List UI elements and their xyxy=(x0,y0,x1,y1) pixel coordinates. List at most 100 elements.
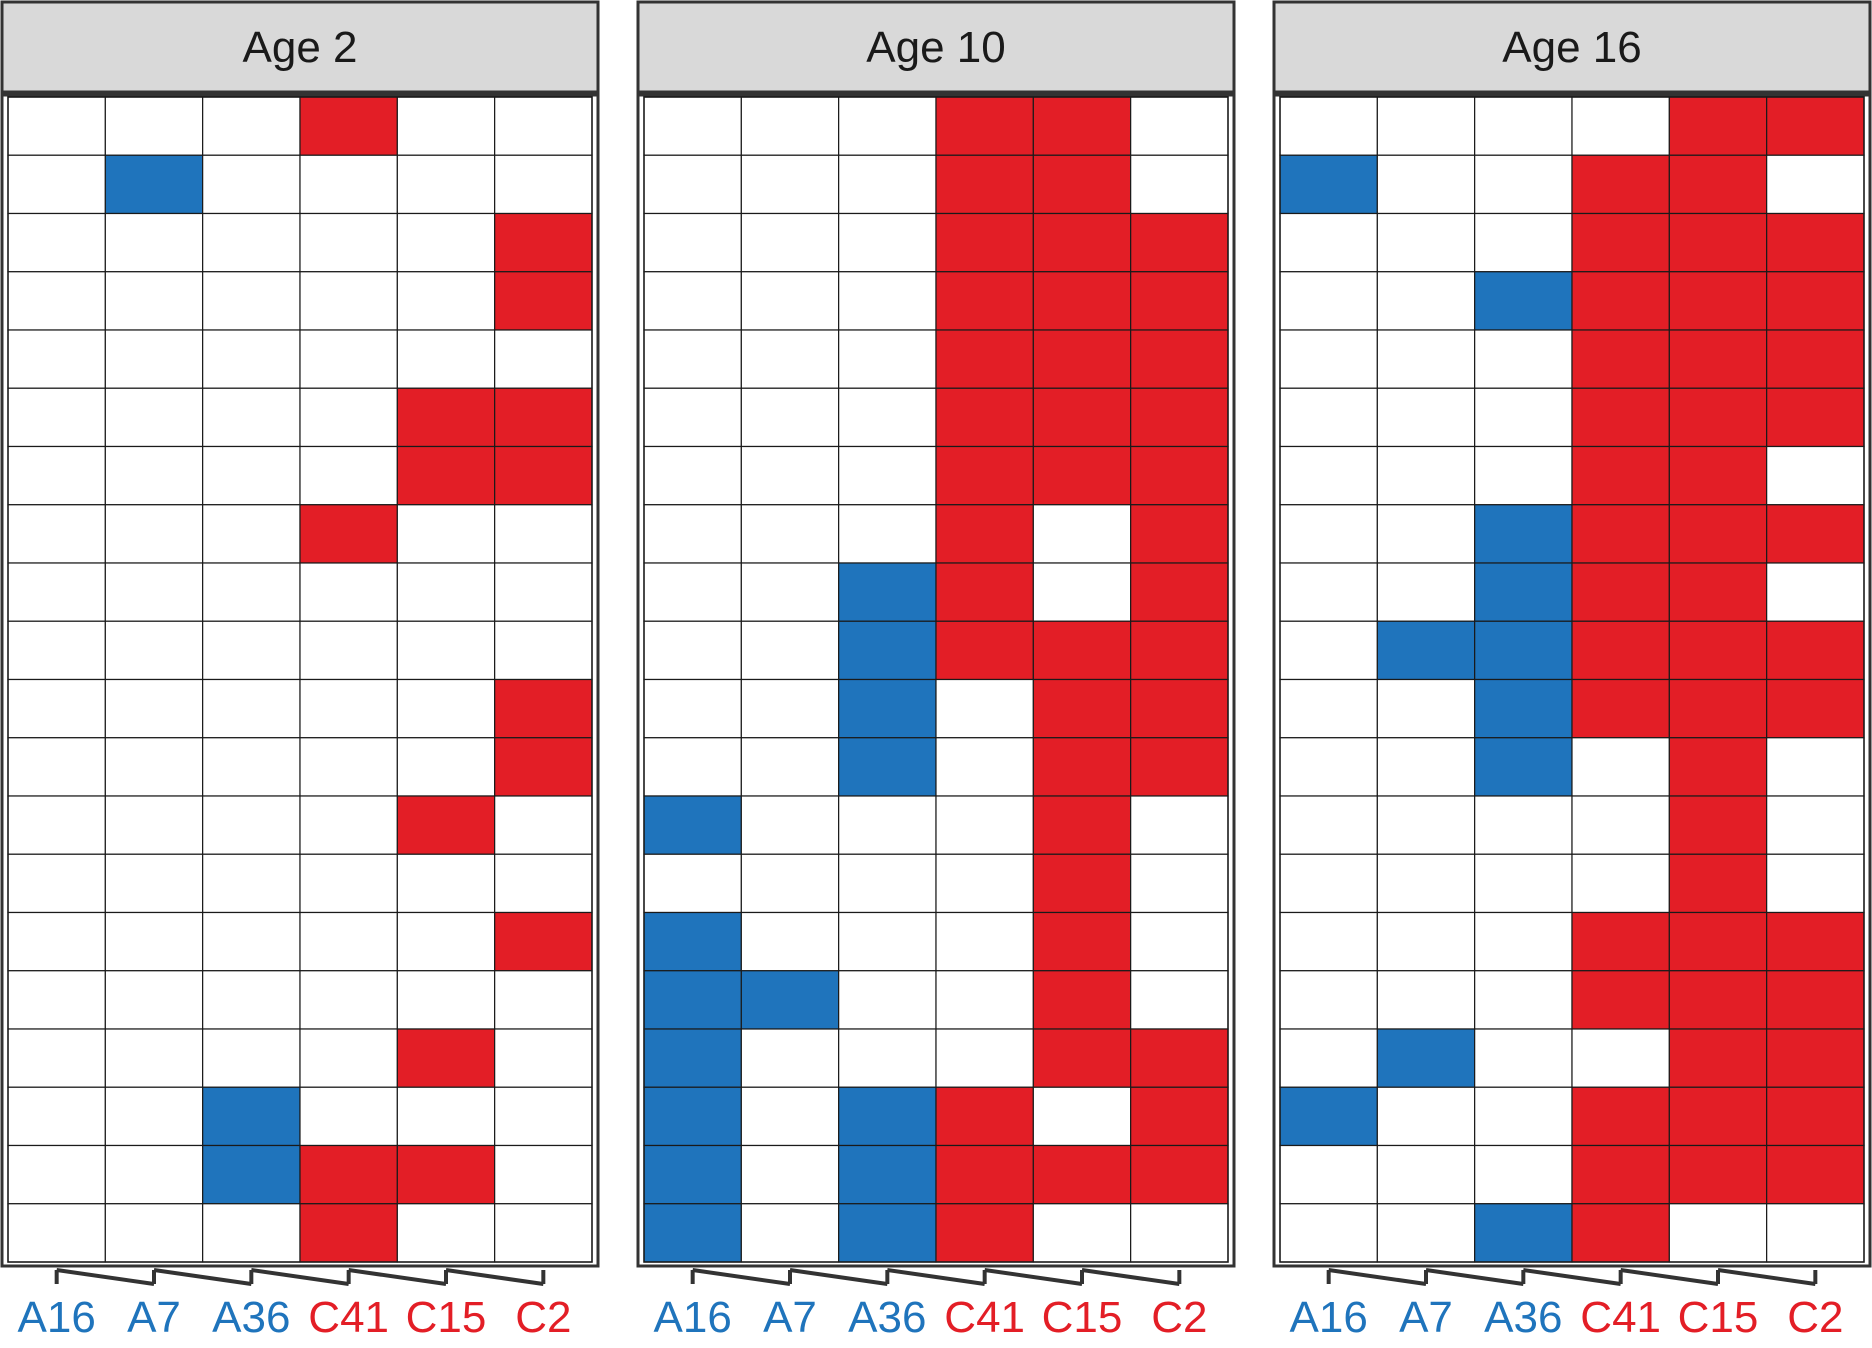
heatmap-cell xyxy=(396,212,496,273)
heatmap-cell xyxy=(838,1203,937,1263)
heatmap-cell xyxy=(1032,212,1132,273)
heatmap-cell xyxy=(1279,620,1378,681)
tick-connector xyxy=(1081,1268,1180,1286)
panel-strip xyxy=(0,0,600,94)
heatmap-cell xyxy=(299,329,398,389)
heatmap-cell xyxy=(7,387,106,448)
heatmap-cell xyxy=(396,620,496,681)
heatmap-cell xyxy=(740,970,840,1030)
heatmap-cell xyxy=(1474,1144,1573,1205)
heatmap-cell xyxy=(1766,1028,1865,1088)
heatmap-cell xyxy=(202,1203,301,1263)
heatmap-cell xyxy=(740,504,840,564)
heatmap-cell xyxy=(104,678,204,739)
heatmap-cell xyxy=(1279,445,1378,506)
heatmap-cell xyxy=(104,562,204,622)
heatmap-cell xyxy=(1668,387,1768,448)
heatmap-cell xyxy=(1766,504,1865,564)
tick-label-a36: A36 xyxy=(848,1293,926,1342)
heatmap-cell xyxy=(7,562,106,622)
heatmap-cell xyxy=(1376,795,1476,855)
heatmap-cell xyxy=(935,387,1034,448)
heatmap-cell xyxy=(643,96,742,156)
heatmap-cell xyxy=(7,1086,106,1147)
heatmap-cell xyxy=(643,1203,742,1263)
heatmap-cell xyxy=(1130,271,1229,331)
heatmap-cell xyxy=(1571,1086,1670,1147)
heatmap-cell xyxy=(740,387,840,448)
heatmap-cell xyxy=(1571,1203,1670,1263)
heatmap-cell xyxy=(1130,1028,1229,1088)
heatmap-cell xyxy=(104,212,204,273)
heatmap-cell xyxy=(643,678,742,739)
heatmap-cell xyxy=(104,1028,204,1088)
heatmap-cell xyxy=(396,737,496,797)
heatmap-cell xyxy=(935,1028,1034,1088)
heatmap-cell xyxy=(1668,1203,1768,1263)
heatmap-cell xyxy=(838,504,937,564)
heatmap-cell xyxy=(838,329,937,389)
heatmap-cell xyxy=(1668,795,1768,855)
heatmap-cell xyxy=(1032,562,1132,622)
heatmap-cell xyxy=(1474,911,1573,972)
heatmap-cell xyxy=(1571,445,1670,506)
heatmap-cell xyxy=(838,620,937,681)
heatmap-cell xyxy=(838,1028,937,1088)
heatmap-cell xyxy=(1766,212,1865,273)
heatmap-cell xyxy=(643,737,742,797)
heatmap-cell xyxy=(104,795,204,855)
heatmap-cell xyxy=(1279,96,1378,156)
tick-label-c15: C15 xyxy=(1042,1293,1123,1342)
tick-label-c2: C2 xyxy=(1787,1293,1843,1342)
heatmap-cell xyxy=(1766,1203,1865,1263)
heatmap-cell xyxy=(1130,212,1229,273)
heatmap-cell xyxy=(1279,853,1378,914)
heatmap-cell xyxy=(299,1086,398,1147)
heatmap-cell xyxy=(202,853,301,914)
heatmap-cell xyxy=(935,620,1034,681)
tick-connector xyxy=(56,1268,155,1286)
heatmap-cell xyxy=(1474,154,1573,215)
heatmap-cell xyxy=(1474,504,1573,564)
heatmap-cell xyxy=(1668,504,1768,564)
heatmap-cell xyxy=(740,911,840,972)
heatmap-cell xyxy=(494,678,593,739)
heatmap-cell xyxy=(1376,1086,1476,1147)
heatmap-cell xyxy=(1032,970,1132,1030)
heatmap-cell xyxy=(202,212,301,273)
heatmap-cell xyxy=(1032,1144,1132,1205)
heatmap-cell xyxy=(1032,271,1132,331)
heatmap-cell xyxy=(7,445,106,506)
panel-strip xyxy=(1272,0,1872,94)
heatmap-cell xyxy=(494,1086,593,1147)
heatmap-cell xyxy=(1279,1028,1378,1088)
heatmap-cell xyxy=(202,911,301,972)
heatmap-cell xyxy=(1032,853,1132,914)
heatmap-cell xyxy=(202,96,301,156)
heatmap-cell xyxy=(643,1144,742,1205)
grid-border xyxy=(1279,96,1865,1263)
tick-connector xyxy=(887,1268,985,1286)
heatmap-cell xyxy=(202,620,301,681)
heatmap-cell xyxy=(1571,329,1670,389)
heatmap-cell xyxy=(1668,1028,1768,1088)
heatmap-cell xyxy=(1279,329,1378,389)
heatmap-cell xyxy=(1668,970,1768,1030)
heatmap-cell xyxy=(494,271,593,331)
tick-connector xyxy=(1620,1268,1719,1286)
heatmap-cell xyxy=(1571,504,1670,564)
heatmap-cell xyxy=(7,620,106,681)
heatmap-cell xyxy=(1668,96,1768,156)
heatmap-cell xyxy=(299,911,398,972)
heatmap-cell xyxy=(740,154,840,215)
heatmap-cell xyxy=(1571,737,1670,797)
tick-label-c2: C2 xyxy=(1151,1293,1207,1342)
heatmap-cell xyxy=(1474,445,1573,506)
tick-label-a16: A16 xyxy=(654,1293,732,1342)
heatmap-cell xyxy=(935,96,1034,156)
tick-label-a16: A16 xyxy=(1290,1293,1368,1342)
heatmap-cell xyxy=(1668,678,1768,739)
heatmap-cell xyxy=(396,970,496,1030)
heatmap-cell xyxy=(1571,678,1670,739)
heatmap-cell xyxy=(1571,911,1670,972)
